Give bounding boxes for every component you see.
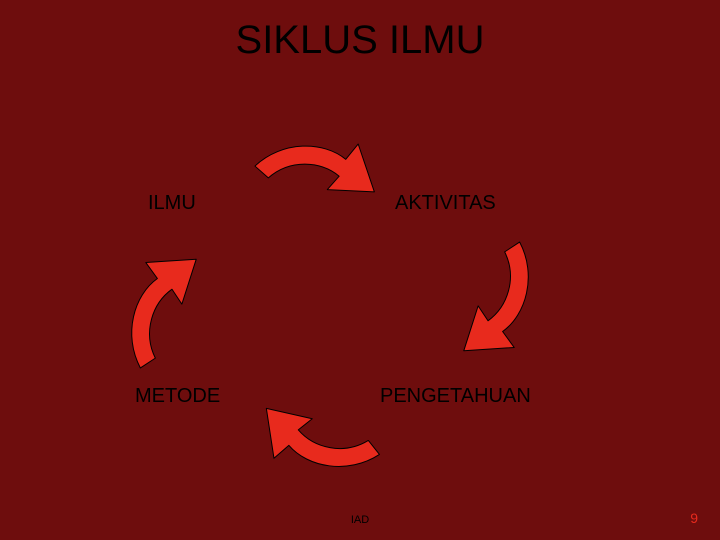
- arrow-ilmu-to-aktivitas: [235, 104, 396, 237]
- node-ilmu: ILMU: [148, 192, 196, 215]
- slide-title: SIKLUS ILMU: [0, 18, 720, 63]
- page-number: 9: [690, 510, 698, 526]
- node-pengetahuan: PENGETAHUAN: [380, 385, 531, 408]
- footer-center-text: IAD: [0, 514, 720, 526]
- arrow-aktivitas-to-pengetahuan: [422, 214, 579, 385]
- slide: SIKLUS ILMU ILMU AKTIVITAS METODE PENGET…: [0, 0, 720, 540]
- node-metode: METODE: [135, 385, 220, 408]
- arrow-metode-to-ilmu: [82, 224, 239, 395]
- node-aktivitas: AKTIVITAS: [395, 192, 496, 215]
